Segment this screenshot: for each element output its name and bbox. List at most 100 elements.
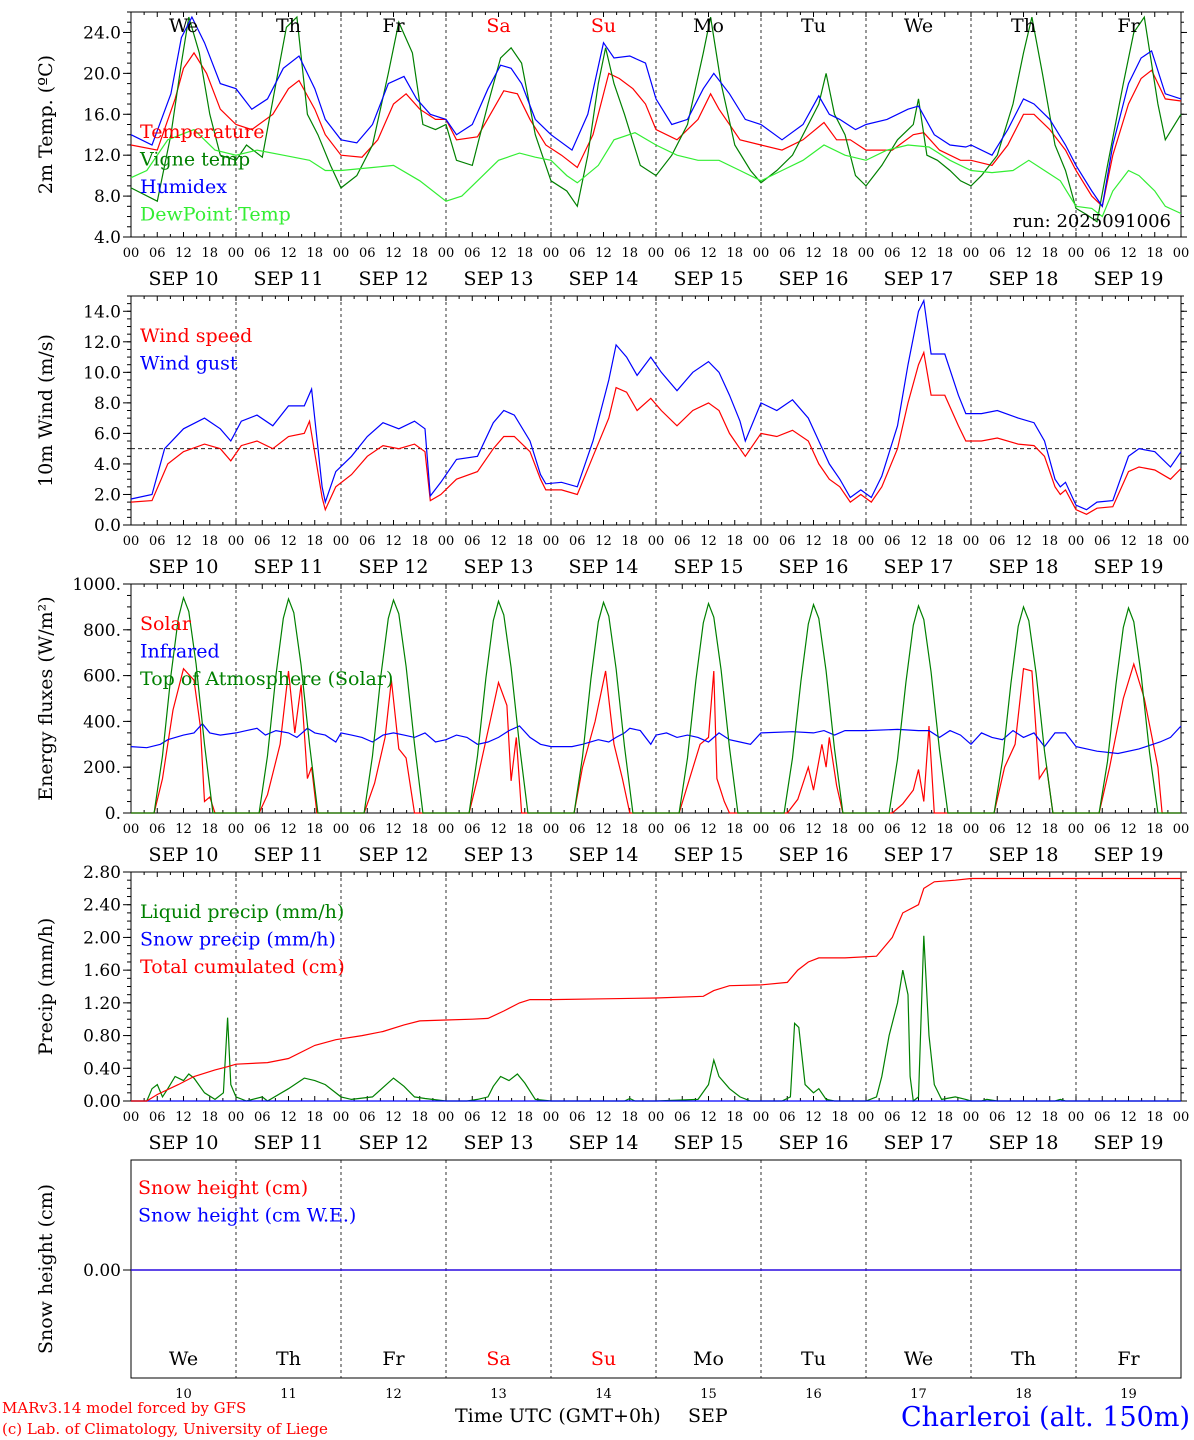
weekday-label: Th: [1011, 1348, 1036, 1370]
chart-panels: 4.0 8.0 12.0 16.0 20.0 24.0 2m Temp. (ºC) Tempe…: [35, 11, 1190, 1402]
x-hour-label: 12: [910, 1110, 927, 1125]
x-hour-label: 06: [989, 822, 1006, 837]
legend-entry: Snow height (cm W.E.): [138, 1205, 356, 1227]
x-hour-label: 18: [936, 1110, 953, 1125]
x-hour-label: 00: [1173, 246, 1190, 261]
x-hour-label: 18: [936, 246, 953, 261]
x-hour-label: 00: [438, 1110, 455, 1125]
y-tick-label: 2.00: [83, 928, 121, 948]
y-tick-label: 2.40: [83, 896, 121, 916]
x-hour-label: 06: [464, 246, 481, 261]
x-hour-label: 00: [753, 246, 770, 261]
x-hour-label: 06: [254, 1110, 271, 1125]
y-tick-label: 1.20: [83, 994, 121, 1014]
x-hour-label: 12: [280, 822, 297, 837]
x-hour-label: 06: [149, 534, 166, 549]
x-hour-label: 18: [1041, 1110, 1058, 1125]
x-day-label: SEP 14: [569, 844, 639, 866]
y-axis-title: 2m Temp. (ºC): [35, 55, 57, 194]
x-hour-label: 00: [753, 534, 770, 549]
x-hour-label: 12: [280, 246, 297, 261]
x-hour-label: 06: [149, 246, 166, 261]
x-hour-label: 06: [779, 1110, 796, 1125]
x-hour-label: 00: [228, 822, 245, 837]
weekday-label: Th: [276, 1348, 301, 1370]
x-hour-label: 00: [648, 1110, 665, 1125]
x-hour-label: 18: [1041, 534, 1058, 549]
x-hour-label: 00: [543, 246, 560, 261]
legend-entry: Wind speed: [140, 325, 252, 347]
x-hour-label: 00: [963, 822, 980, 837]
x-hour-label: 12: [595, 534, 612, 549]
x-day-label: SEP 14: [569, 556, 639, 578]
x-hour-label: 12: [700, 246, 717, 261]
x-hour-label: 06: [569, 822, 586, 837]
x-day-label: SEP 17: [884, 268, 954, 290]
legend-entry: Snow height (cm): [138, 1177, 308, 1199]
y-tick-label: 200.: [83, 758, 121, 778]
x-hour-label: 00: [648, 822, 665, 837]
y-tick-label: 12.0: [83, 146, 121, 166]
x-hour-label: 18: [201, 1110, 218, 1125]
x-hour-label: 06: [464, 822, 481, 837]
weekday-label: We: [169, 1348, 198, 1370]
y-tick-label: 20.0: [83, 64, 121, 84]
x-day-label: SEP 14: [569, 268, 639, 290]
weekday-label: Su: [591, 15, 616, 37]
location-label: Charleroi (alt. 150m): [901, 1402, 1190, 1433]
x-hour-label: 12: [700, 1110, 717, 1125]
x-day-label: SEP 10: [149, 556, 219, 578]
weekday-label: We: [169, 15, 198, 37]
x-hour-label: 06: [884, 246, 901, 261]
x-day-label: SEP 19: [1094, 1132, 1164, 1154]
x-hour-label: 12: [1015, 534, 1032, 549]
legend-entry: DewPoint Temp: [140, 204, 291, 226]
x-day-label: SEP 17: [884, 556, 954, 578]
series-line-precip-0: [131, 935, 1181, 1103]
x-hour-label: 12: [805, 1110, 822, 1125]
weekday-label: Fr: [1117, 15, 1140, 37]
x-hour-label: 18: [306, 534, 323, 549]
x-hour-label: 12: [1015, 1110, 1032, 1125]
weekday-label: Mo: [693, 15, 724, 37]
y-tick-label: 1.60: [83, 961, 121, 981]
x-day-label: SEP 16: [779, 1132, 849, 1154]
x-hour-label: 00: [543, 822, 560, 837]
y-tick-label: 6.0: [94, 424, 121, 444]
x-hour-label: 18: [201, 246, 218, 261]
x-hour-label: 00: [123, 1110, 140, 1125]
weekday-label: Tu: [801, 1348, 826, 1370]
x-hour-label: 18: [1146, 1110, 1163, 1125]
x-hour-label: 18: [306, 246, 323, 261]
x-hour-label: 12: [385, 246, 402, 261]
month-label: SEP: [688, 1405, 728, 1427]
x-hour-label: 12: [280, 534, 297, 549]
x-hour-label: 12: [490, 246, 507, 261]
x-hour-label: 12: [910, 534, 927, 549]
x-hour-label: 00: [1173, 1110, 1190, 1125]
x-hour-label: 12: [1120, 1110, 1137, 1125]
x-day-label: SEP 19: [1094, 268, 1164, 290]
x-hour-label: 06: [464, 534, 481, 549]
x-hour-label: 06: [884, 1110, 901, 1125]
panel-precip: 0.00 0.40 0.80 1.20 1.60 2.00 2.40 2.80 Precip (…: [35, 863, 1189, 1154]
x-day-label: SEP 10: [149, 844, 219, 866]
x-day-label: SEP 17: [884, 844, 954, 866]
x-hour-label: 18: [726, 1110, 743, 1125]
x-day-label: SEP 18: [989, 556, 1059, 578]
series-line-temperature-1: [130, 15, 1182, 223]
x-hour-label: 06: [989, 534, 1006, 549]
x-hour-label: 06: [359, 822, 376, 837]
credit-line-2: (c) Lab. of Climatology, University of L…: [2, 1420, 328, 1438]
x-day-number: 17: [910, 1387, 927, 1402]
x-hour-label: 18: [936, 534, 953, 549]
y-tick-label: 0.80: [83, 1027, 121, 1047]
x-hour-label: 00: [333, 534, 350, 549]
x-hour-label: 06: [674, 534, 691, 549]
x-hour-label: 18: [1041, 246, 1058, 261]
x-axis-label: Time UTC (GMT+0h): [455, 1405, 661, 1427]
x-hour-label: 12: [385, 534, 402, 549]
x-hour-label: 06: [569, 534, 586, 549]
x-hour-label: 00: [1173, 534, 1190, 549]
x-hour-label: 18: [516, 822, 533, 837]
